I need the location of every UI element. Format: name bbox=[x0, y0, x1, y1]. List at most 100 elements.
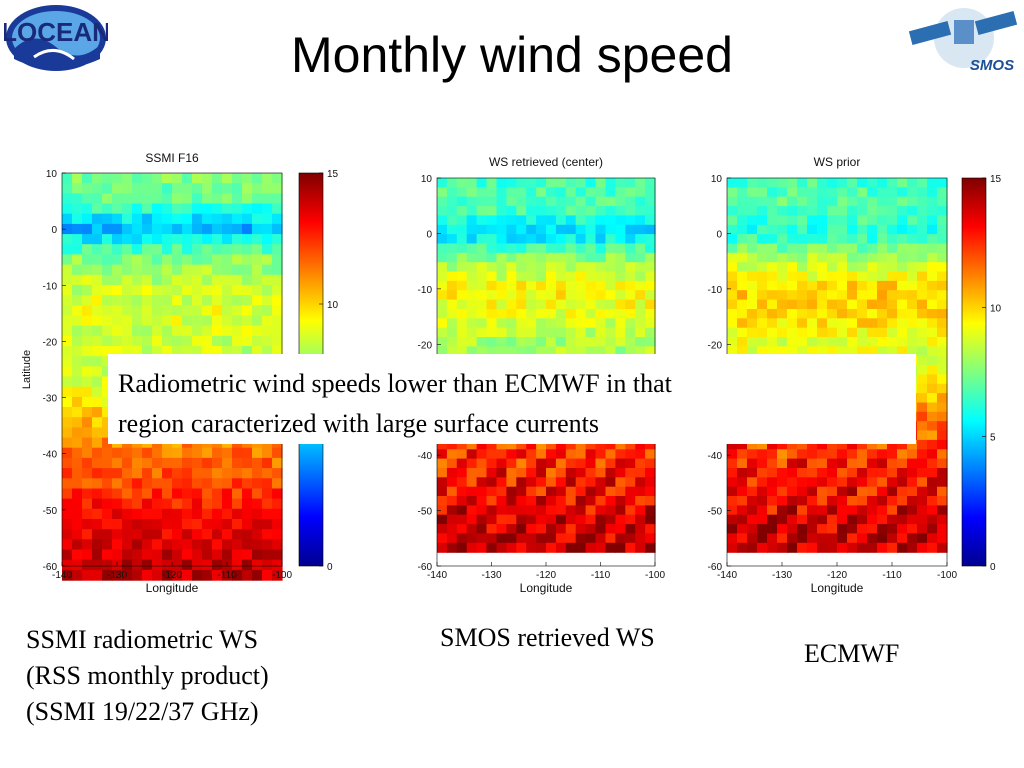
heatmap-cell bbox=[897, 187, 908, 198]
heatmap-cell bbox=[122, 315, 133, 327]
heatmap-cell bbox=[252, 315, 263, 327]
heatmap-cell bbox=[437, 280, 448, 291]
heatmap-cell bbox=[486, 486, 497, 497]
heatmap-cell bbox=[897, 206, 908, 217]
heatmap-cell bbox=[496, 309, 507, 319]
heatmap-cell bbox=[546, 327, 557, 338]
heatmap-cell bbox=[62, 325, 73, 337]
heatmap-cell bbox=[747, 309, 758, 319]
heatmap-cell bbox=[172, 295, 183, 306]
heatmap-cell bbox=[907, 234, 918, 245]
heatmap-cell bbox=[496, 346, 507, 357]
heatmap-cell bbox=[787, 449, 798, 460]
heatmap-cell bbox=[887, 290, 898, 301]
heatmap-cell bbox=[232, 234, 243, 245]
heatmap-cell bbox=[466, 206, 478, 217]
heatmap-cell bbox=[212, 478, 223, 490]
heatmap-cell bbox=[777, 542, 788, 553]
heatmap-cell bbox=[555, 505, 567, 516]
heatmap-cell bbox=[565, 533, 577, 544]
heatmap-cell bbox=[112, 315, 123, 327]
heatmap-cell bbox=[252, 234, 263, 245]
heatmap-cell bbox=[62, 213, 73, 225]
heatmap-cell bbox=[847, 449, 858, 460]
heatmap-cell bbox=[486, 346, 497, 357]
heatmap-cell bbox=[887, 542, 898, 553]
heatmap-cell bbox=[917, 262, 928, 273]
heatmap-cell bbox=[182, 274, 193, 286]
heatmap-cell bbox=[122, 519, 133, 530]
heatmap-cell bbox=[486, 533, 497, 544]
heatmap-cell bbox=[172, 274, 183, 286]
heatmap-cell bbox=[242, 183, 253, 194]
heatmap-cell bbox=[62, 203, 73, 215]
heatmap-cell bbox=[807, 439, 818, 450]
heatmap-cell bbox=[797, 271, 808, 282]
heatmap-cell bbox=[142, 264, 153, 276]
heatmap-cell bbox=[737, 206, 748, 217]
heatmap-cell bbox=[817, 178, 828, 188]
heatmap-cell bbox=[555, 206, 567, 217]
heatmap-cell bbox=[72, 519, 83, 530]
heatmap-cell bbox=[232, 244, 243, 255]
heatmap-cell bbox=[202, 529, 213, 540]
heatmap-cell bbox=[605, 243, 616, 254]
heatmap-cell bbox=[546, 542, 557, 553]
heatmap-cell bbox=[202, 539, 213, 551]
heatmap-cell bbox=[172, 223, 183, 235]
heatmap-cell bbox=[456, 486, 468, 497]
heatmap-cell bbox=[192, 193, 203, 205]
heatmap-cell bbox=[757, 439, 768, 450]
heatmap-cell bbox=[737, 262, 748, 273]
heatmap-cell bbox=[605, 309, 616, 319]
heatmap-cell bbox=[757, 309, 768, 319]
heatmap-cell bbox=[437, 458, 448, 469]
heatmap-cell bbox=[62, 223, 73, 235]
heatmap-cell bbox=[857, 439, 868, 450]
heatmap-cell bbox=[242, 274, 253, 286]
heatmap-cell bbox=[857, 477, 868, 488]
heatmap-cell bbox=[192, 508, 203, 520]
heatmap-cell bbox=[615, 318, 626, 329]
heatmap-cell bbox=[516, 299, 527, 310]
heatmap-cell bbox=[777, 252, 788, 263]
heatmap-cell bbox=[92, 183, 103, 194]
heatmap-cell bbox=[827, 234, 838, 245]
heatmap-cell bbox=[827, 206, 838, 217]
heatmap-cell bbox=[152, 203, 163, 215]
heatmap-cell bbox=[262, 508, 273, 520]
heatmap-cell bbox=[192, 274, 203, 286]
heatmap-cell bbox=[252, 274, 263, 286]
heatmap-cell bbox=[192, 488, 203, 500]
heatmap-cell bbox=[486, 318, 497, 329]
heatmap-cell bbox=[897, 280, 908, 291]
heatmap-cell bbox=[242, 457, 253, 469]
heatmap-cell bbox=[867, 234, 878, 245]
heatmap-cell bbox=[615, 337, 626, 347]
heatmap-cell bbox=[446, 524, 458, 535]
heatmap-cell bbox=[262, 569, 273, 581]
heatmap-cell bbox=[212, 529, 223, 540]
heatmap-cell bbox=[486, 496, 497, 506]
heatmap-cell bbox=[262, 325, 273, 337]
heatmap-cell bbox=[737, 458, 748, 469]
heatmap-cell bbox=[546, 439, 557, 450]
heatmap-cell bbox=[162, 244, 173, 255]
heatmap-cell bbox=[625, 234, 636, 245]
heatmap-cell bbox=[645, 542, 656, 553]
heatmap-cell bbox=[72, 223, 83, 235]
heatmap-cell bbox=[162, 183, 173, 194]
heatmap-cell bbox=[565, 271, 577, 282]
heatmap-cell bbox=[506, 468, 517, 478]
heatmap-cell bbox=[575, 327, 587, 338]
heatmap-cell bbox=[937, 383, 948, 394]
heatmap-cell bbox=[272, 315, 283, 327]
heatmap-cell bbox=[437, 524, 448, 535]
heatmap-cell bbox=[615, 290, 626, 301]
heatmap-cell bbox=[817, 224, 828, 235]
heatmap-cell bbox=[202, 335, 213, 347]
heatmap-cell bbox=[122, 498, 133, 510]
heatmap-cell bbox=[132, 193, 143, 205]
heatmap-cell bbox=[102, 193, 113, 205]
heatmap-cell bbox=[62, 478, 73, 490]
